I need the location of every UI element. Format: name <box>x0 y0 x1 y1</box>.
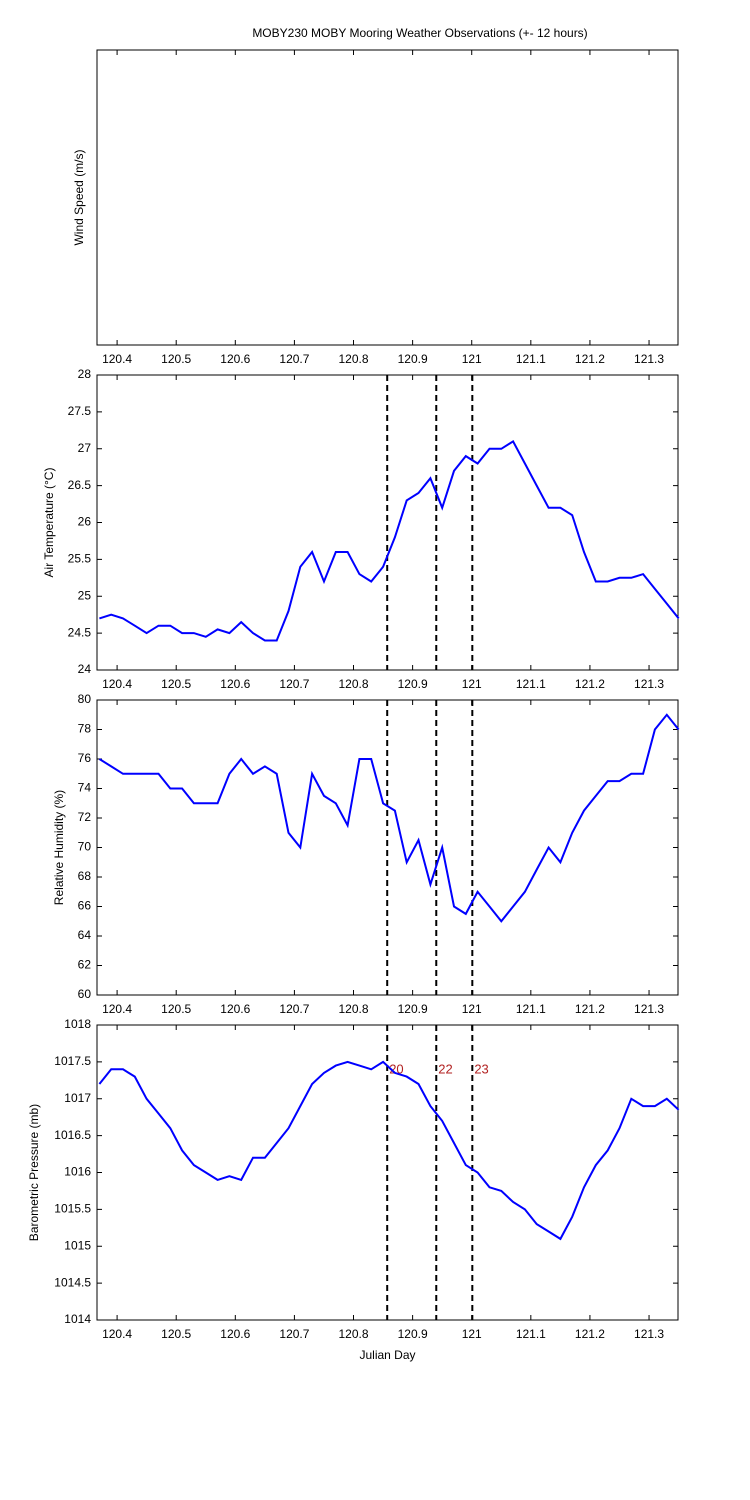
y-tick-label: 68 <box>78 869 92 883</box>
x-tick-label: 121.1 <box>516 677 546 691</box>
data-line <box>98 713 680 923</box>
x-tick-label: 120.9 <box>398 1002 428 1016</box>
y-axis-label: Relative Humidity (%) <box>52 790 66 905</box>
y-tick-label: 1016.5 <box>54 1128 91 1142</box>
x-axis-label: Julian Day <box>359 1348 415 1362</box>
x-tick-label: 120.7 <box>279 1002 309 1016</box>
y-tick-label: 1018 <box>64 1017 91 1031</box>
event-label: 22 <box>438 1061 452 1076</box>
x-tick-label: 121 <box>462 677 482 691</box>
y-tick-label: 1016 <box>64 1165 91 1179</box>
x-tick-label: 121.3 <box>634 677 664 691</box>
y-tick-label: 1014 <box>64 1312 91 1326</box>
chart-title: MOBY230 MOBY Mooring Weather Observation… <box>252 26 587 40</box>
x-tick-label: 120.8 <box>338 677 368 691</box>
y-tick-label: 78 <box>78 722 92 736</box>
y-axis-label: Air Temperature (°C) <box>42 468 56 578</box>
y-tick-label: 72 <box>78 810 92 824</box>
x-tick-label: 120.5 <box>161 1002 191 1016</box>
y-tick-label: 27.5 <box>68 404 92 418</box>
y-tick-label: 24 <box>78 662 92 676</box>
x-tick-label: 120.4 <box>102 352 132 366</box>
x-tick-label: 120.7 <box>279 677 309 691</box>
x-tick-label: 120.6 <box>220 1002 250 1016</box>
y-tick-label: 1017.5 <box>54 1054 91 1068</box>
x-tick-label: 120.7 <box>279 1327 309 1341</box>
x-tick-label: 121 <box>462 1327 482 1341</box>
y-tick-label: 62 <box>78 958 92 972</box>
x-tick-label: 120.4 <box>102 1327 132 1341</box>
x-tick-label: 120.6 <box>220 352 250 366</box>
x-tick-label: 121.1 <box>516 1327 546 1341</box>
event-label: 23 <box>474 1061 488 1076</box>
y-tick-label: 25 <box>78 588 92 602</box>
event-label: 20 <box>389 1061 403 1076</box>
y-tick-label: 25.5 <box>68 552 92 566</box>
x-tick-label: 120.5 <box>161 677 191 691</box>
y-tick-label: 1017 <box>64 1091 91 1105</box>
data-line <box>98 1060 680 1241</box>
x-tick-label: 121.2 <box>575 1327 605 1341</box>
x-tick-label: 120.4 <box>102 1002 132 1016</box>
x-tick-label: 120.4 <box>102 677 132 691</box>
y-tick-label: 64 <box>78 928 92 942</box>
x-tick-label: 121 <box>462 352 482 366</box>
x-tick-label: 120.5 <box>161 352 191 366</box>
y-tick-label: 1014.5 <box>54 1275 91 1289</box>
x-tick-label: 121.3 <box>634 1002 664 1016</box>
x-tick-label: 120.5 <box>161 1327 191 1341</box>
x-tick-label: 120.7 <box>279 352 309 366</box>
x-tick-label: 120.9 <box>398 352 428 366</box>
y-axis-label: Barometric Pressure (mb) <box>27 1104 41 1241</box>
y-tick-label: 74 <box>78 781 92 795</box>
x-tick-label: 121.3 <box>634 1327 664 1341</box>
x-tick-label: 121.1 <box>516 1002 546 1016</box>
y-tick-label: 28 <box>78 367 92 381</box>
y-tick-label: 24.5 <box>68 625 92 639</box>
x-tick-label: 120.6 <box>220 1327 250 1341</box>
x-tick-label: 121.2 <box>575 1002 605 1016</box>
y-tick-label: 1015.5 <box>54 1202 91 1216</box>
x-tick-label: 120.8 <box>338 1327 368 1341</box>
y-tick-label: 26 <box>78 515 92 529</box>
y-tick-label: 70 <box>78 840 92 854</box>
y-tick-label: 80 <box>78 692 92 706</box>
plot-frame <box>96 49 679 346</box>
y-tick-label: 27 <box>78 441 92 455</box>
data-line <box>99 439 680 642</box>
x-tick-label: 120.8 <box>338 1002 368 1016</box>
x-tick-label: 121.1 <box>516 352 546 366</box>
x-tick-label: 121.3 <box>634 352 664 366</box>
y-tick-label: 26.5 <box>68 478 92 492</box>
x-tick-label: 120.9 <box>398 677 428 691</box>
y-tick-label: 76 <box>78 751 92 765</box>
x-tick-label: 120.9 <box>398 1327 428 1341</box>
x-tick-label: 121.2 <box>575 677 605 691</box>
x-tick-label: 121.2 <box>575 352 605 366</box>
y-axis-label: Wind Speed (m/s) <box>72 149 86 245</box>
x-tick-label: 121 <box>462 1002 482 1016</box>
y-tick-label: 66 <box>78 899 92 913</box>
y-tick-label: 1015 <box>64 1238 91 1252</box>
y-tick-label: 60 <box>78 987 92 1001</box>
x-tick-label: 120.6 <box>220 677 250 691</box>
x-tick-label: 120.8 <box>338 352 368 366</box>
